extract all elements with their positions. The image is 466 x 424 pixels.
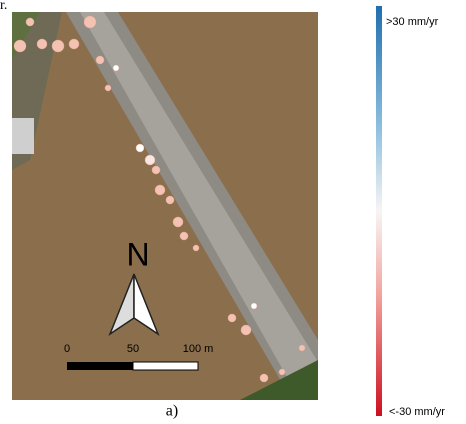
map: [12, 12, 318, 400]
figure-label: r.: [0, 0, 7, 13]
colorbar: [376, 6, 382, 416]
caption: a): [166, 403, 178, 420]
scale-bar-white: [133, 362, 198, 370]
scale-label: 50: [127, 343, 139, 355]
colorbar-max-label: >30 mm/yr: [386, 16, 439, 28]
north-label: N: [126, 236, 149, 272]
scale-label: 0: [64, 343, 70, 355]
scale-bar-black: [67, 362, 133, 370]
boat: [12, 118, 34, 154]
scale-label: 100 m: [183, 343, 214, 355]
colorbar-min-label: <-30 mm/yr: [389, 406, 445, 418]
figure: r. N 0 50 100 m a) >30 mm/yr <-30 mm/yr: [0, 0, 466, 424]
